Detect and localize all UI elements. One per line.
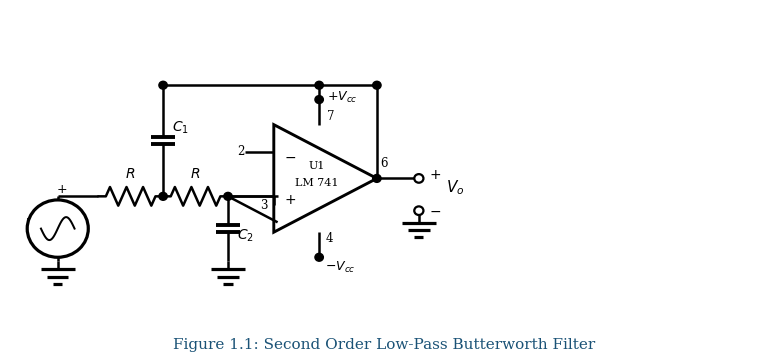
Text: $+$: $+$ <box>56 183 67 196</box>
Text: $-V_{cc}$: $-V_{cc}$ <box>325 260 356 274</box>
Text: $+V_{cc}$: $+V_{cc}$ <box>327 90 358 105</box>
Circle shape <box>315 96 323 103</box>
Text: $R$: $R$ <box>125 167 136 181</box>
Text: $+$: $+$ <box>284 193 296 207</box>
Text: $R$: $R$ <box>191 167 201 181</box>
Circle shape <box>315 81 323 89</box>
Text: Figure 1.1: Second Order Low-Pass Butterworth Filter: Figure 1.1: Second Order Low-Pass Butter… <box>173 339 596 352</box>
Text: 6: 6 <box>381 157 388 170</box>
Text: $V_o$: $V_o$ <box>445 178 464 197</box>
Text: $+$: $+$ <box>429 168 441 182</box>
Text: 4: 4 <box>325 232 333 245</box>
Text: $V_i$: $V_i$ <box>25 217 38 233</box>
Circle shape <box>373 174 381 182</box>
Circle shape <box>159 193 168 200</box>
Text: 7: 7 <box>327 110 335 123</box>
Text: $-$: $-$ <box>284 150 296 163</box>
Text: 2: 2 <box>238 145 245 158</box>
Text: LM 741: LM 741 <box>295 178 339 189</box>
Text: $C_1$: $C_1$ <box>172 120 189 136</box>
Text: 3: 3 <box>260 199 268 212</box>
Text: U1: U1 <box>309 161 325 170</box>
Text: $-$: $-$ <box>429 204 441 218</box>
Circle shape <box>315 253 323 261</box>
Circle shape <box>414 206 424 215</box>
Circle shape <box>224 193 232 200</box>
Circle shape <box>373 81 381 89</box>
Text: $C_2$: $C_2$ <box>237 228 254 244</box>
Circle shape <box>27 200 88 257</box>
Text: $-$: $-$ <box>55 262 68 276</box>
Circle shape <box>159 81 168 89</box>
Circle shape <box>414 174 424 183</box>
